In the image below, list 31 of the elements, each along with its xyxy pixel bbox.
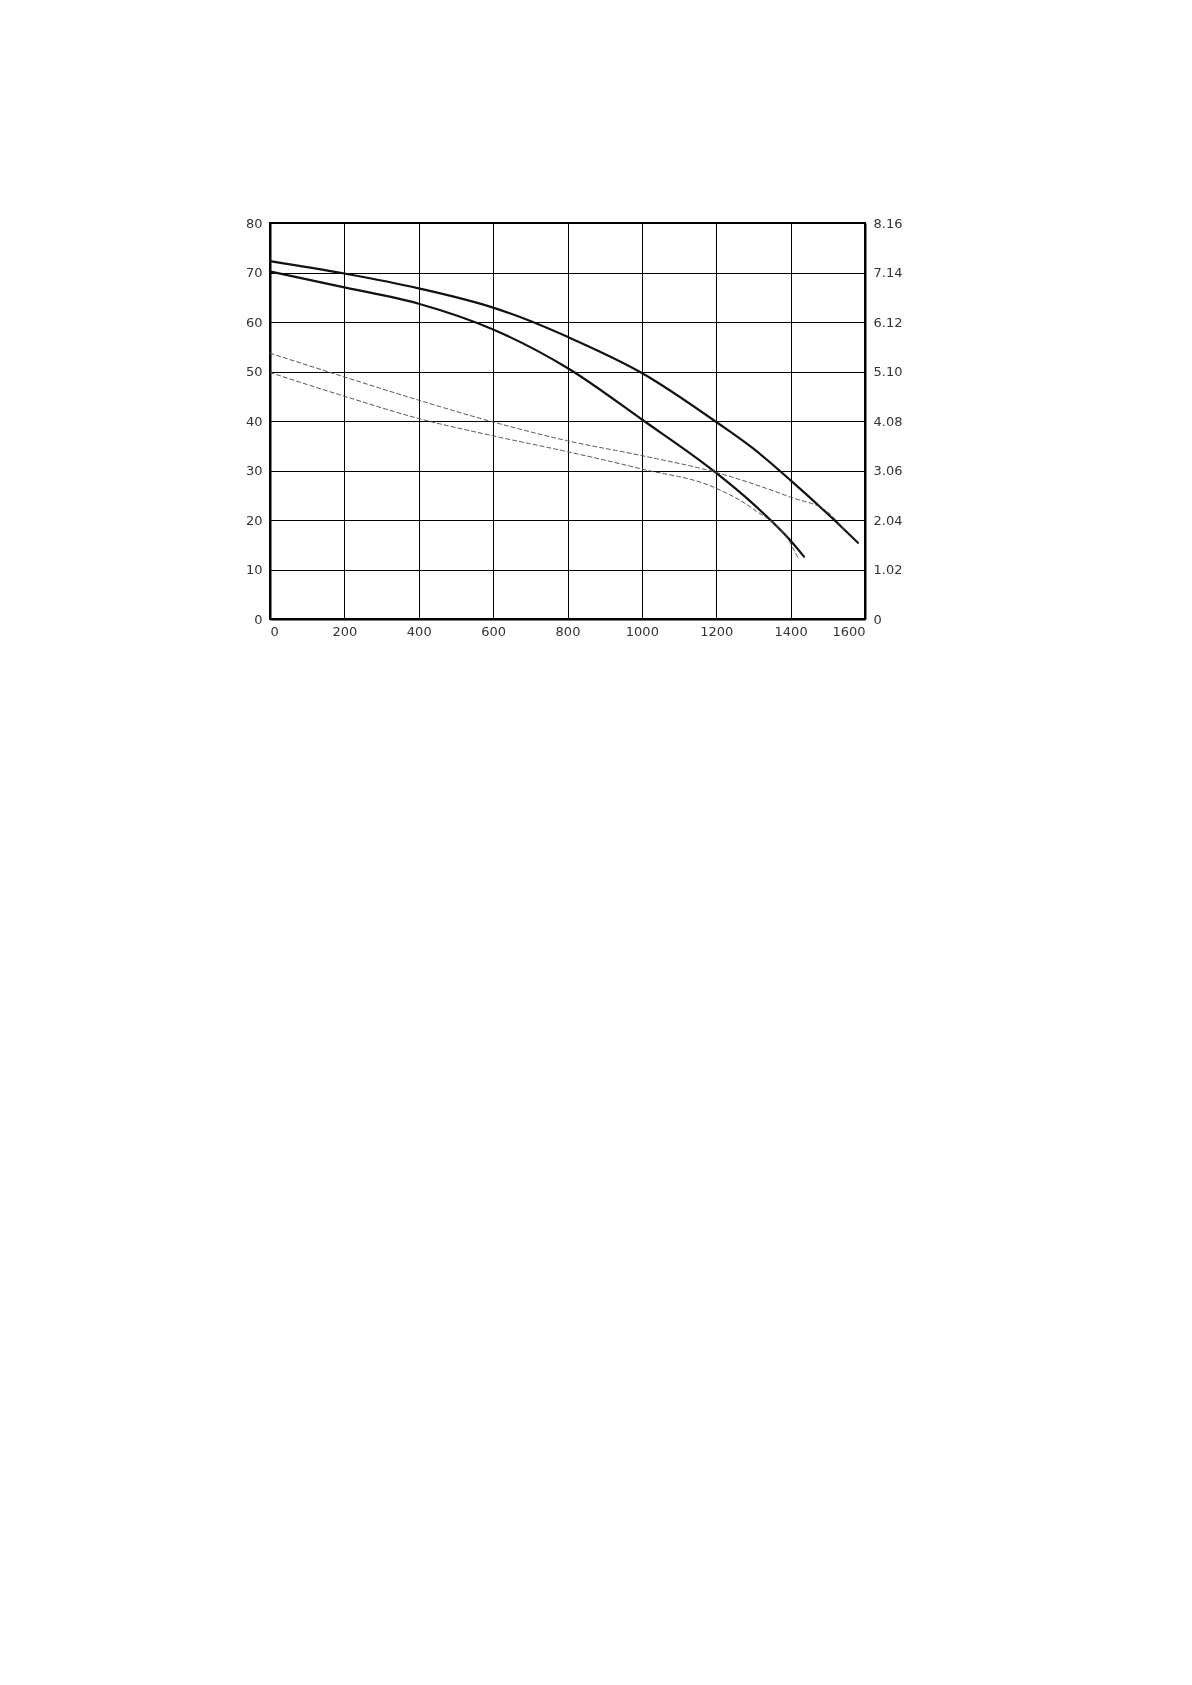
x-tick-label: 200	[332, 623, 358, 639]
y-tick-label: 80	[245, 215, 263, 231]
x-tick-label: 1000	[625, 623, 659, 639]
line-series	[268, 270, 806, 558]
y2-tick-label: 7.14	[873, 265, 903, 280]
y2-tick-label: 3.06	[873, 463, 903, 478]
x-tick-label: 0	[270, 623, 279, 639]
y2-tick-label: 6.12	[873, 314, 903, 330]
y2-tick-label: 8.16	[873, 215, 903, 231]
x-tick-label: 1600	[832, 623, 866, 639]
line-series	[269, 371, 799, 558]
y-tick-label: 0	[254, 611, 263, 627]
y2-tick-label: 2.04	[873, 512, 903, 528]
line-series	[268, 260, 860, 544]
y-tick-label: 10	[245, 562, 263, 577]
y-tick-label: 60	[245, 314, 263, 330]
y-tick-label: 20	[245, 512, 263, 528]
x-tick-label: 800	[555, 623, 581, 639]
y2-tick-label: 5.10	[873, 364, 903, 379]
y-tick-label: 70	[245, 265, 263, 280]
y-tick-label: 30	[245, 463, 263, 478]
y2-tick-label: 0	[873, 611, 882, 627]
x-tick-label: 600	[481, 623, 507, 639]
x-tick-label: 400	[406, 623, 432, 639]
y2-tick-label: 1.02	[873, 562, 903, 577]
y-tick-label: 40	[245, 413, 263, 429]
y2-tick-label: 4.08	[873, 413, 903, 429]
line-series	[269, 352, 845, 530]
x-tick-label: 1200	[700, 623, 734, 639]
y-tick-label: 50	[245, 364, 263, 379]
x-tick-label: 1400	[774, 623, 808, 639]
